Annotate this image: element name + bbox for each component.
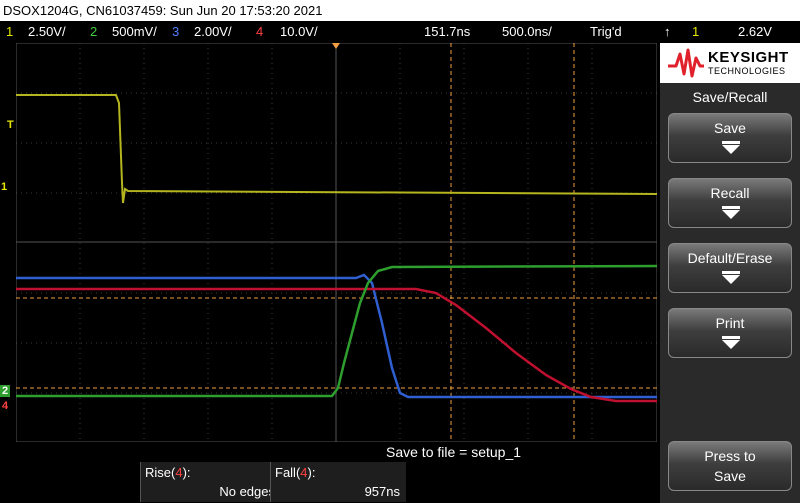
ch4-ground-marker[interactable]: 4 bbox=[2, 400, 9, 412]
channel-marker-strip: T 1 2 4 bbox=[0, 43, 16, 442]
trigger-edge-icon: ↑ bbox=[664, 24, 671, 39]
time-scale[interactable]: 500.0ns/ bbox=[502, 24, 552, 39]
save-softkey-label: Save bbox=[714, 120, 746, 136]
recall-softkey-label: Recall bbox=[710, 185, 750, 201]
ch1-waveform bbox=[16, 94, 657, 204]
trigger-status: Trig'd bbox=[590, 24, 622, 39]
recall-softkey[interactable]: Recall bbox=[668, 178, 792, 228]
print-softkey[interactable]: Print bbox=[668, 308, 792, 358]
ch1-number[interactable]: 1 bbox=[6, 24, 14, 39]
ch2-number[interactable]: 2 bbox=[90, 24, 98, 39]
status-message: Save to file = setup_1 bbox=[386, 444, 522, 460]
ch3-scale[interactable]: 2.00V/ bbox=[194, 24, 232, 39]
keysight-logo: KEYSIGHT TECHNOLOGIES bbox=[660, 43, 800, 83]
press-to-save-line2: Save bbox=[714, 468, 746, 484]
softkey-panel: KEYSIGHT TECHNOLOGIES Save/Recall Save R… bbox=[660, 43, 800, 503]
brand-sub: TECHNOLOGIES bbox=[708, 66, 786, 76]
down-arrow-icon bbox=[722, 340, 740, 349]
down-arrow-icon bbox=[722, 145, 740, 154]
print-softkey-label: Print bbox=[715, 315, 745, 331]
bottom-area: Save to file = setup_1 Rise(4): No edges… bbox=[0, 442, 660, 503]
down-arrow-icon bbox=[722, 210, 740, 219]
keysight-wave-icon bbox=[668, 48, 704, 78]
measurement-fall[interactable]: Fall(4): 957ns bbox=[270, 462, 406, 502]
press-to-save-softkey[interactable]: Press to Save bbox=[668, 441, 792, 491]
save-softkey[interactable]: Save bbox=[668, 113, 792, 163]
menu-title: Save/Recall bbox=[692, 89, 768, 105]
ch3-waveform bbox=[16, 273, 657, 399]
measurement-rise[interactable]: Rise(4): No edges bbox=[140, 462, 281, 502]
ch2-ground-marker[interactable]: 2 bbox=[0, 385, 11, 397]
ch4-waveform bbox=[16, 287, 657, 403]
ch1-scale[interactable]: 2.50V/ bbox=[28, 24, 66, 39]
time-delay[interactable]: 151.7ns bbox=[424, 24, 471, 39]
press-to-save-line1: Press to bbox=[704, 448, 756, 464]
down-arrow-icon bbox=[722, 206, 740, 209]
down-arrow-icon bbox=[722, 336, 740, 339]
down-arrow-icon bbox=[722, 141, 740, 144]
ch4-number[interactable]: 4 bbox=[256, 24, 264, 39]
brand-name: KEYSIGHT bbox=[708, 49, 789, 66]
ch1-ground-marker[interactable]: 1 bbox=[1, 181, 8, 193]
status-bar: 1 2.50V/ 2 500mV/ 3 2.00V/ 4 10.0V/ 151.… bbox=[0, 21, 800, 42]
ch3-number[interactable]: 3 bbox=[172, 24, 180, 39]
down-arrow-icon bbox=[722, 275, 740, 284]
ch4-scale[interactable]: 10.0V/ bbox=[280, 24, 318, 39]
window-title: DSOX1204G, CN61037459: Sun Jun 20 17:53:… bbox=[0, 0, 800, 21]
ch2-scale[interactable]: 500mV/ bbox=[112, 24, 157, 39]
measurement-fall-name: Fall(4): bbox=[275, 465, 316, 480]
default-erase-softkey[interactable]: Default/Erase bbox=[668, 243, 792, 293]
measurement-fall-value: 957ns bbox=[364, 484, 400, 499]
waveform-svg bbox=[16, 43, 657, 442]
down-arrow-icon bbox=[722, 271, 740, 274]
trigger-level[interactable]: 2.62V bbox=[738, 24, 772, 39]
measurement-rise-value: No edges bbox=[219, 484, 275, 499]
default-erase-softkey-label: Default/Erase bbox=[687, 250, 773, 266]
trigger-level-marker[interactable]: T bbox=[7, 119, 14, 131]
ch2-waveform bbox=[16, 264, 657, 398]
waveform-display[interactable] bbox=[16, 43, 657, 442]
trigger-position-marker bbox=[332, 43, 340, 49]
measurement-rise-name: Rise(4): bbox=[145, 465, 191, 480]
trigger-source[interactable]: 1 bbox=[692, 24, 700, 39]
